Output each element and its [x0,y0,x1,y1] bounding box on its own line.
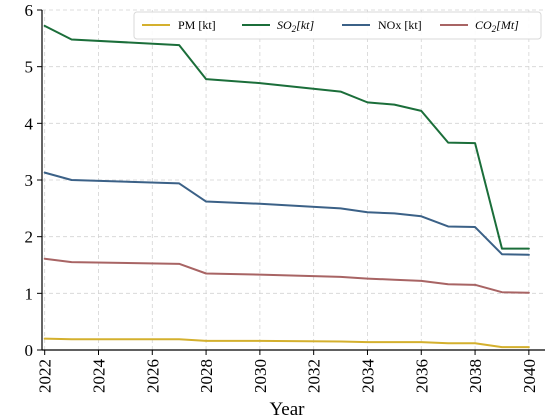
x-tick-label: 2030 [251,359,270,393]
y-tick-labels: 0 1 2 3 4 5 6 [25,1,42,360]
series-line-so2-kt [43,24,530,250]
x-tick-labels: 2022 2024 2026 2028 2030 2032 2034 2036 2038 2040 [36,350,539,393]
legend: PM [kt] SO2[kt] NOx [kt] CO2[Mt] [133,11,542,40]
series-line-pm-kt [43,337,530,349]
legend-label-co2: CO2[Mt] [475,18,519,34]
y-tick-label: 0 [25,341,34,360]
grid [42,9,545,350]
y-tick-label: 5 [25,58,34,77]
y-tick-label: 4 [25,114,34,133]
legend-frame [133,11,542,40]
x-tick-label: 2034 [358,359,377,394]
legend-so2-main: SO [277,18,292,32]
legend-so2-unit: [kt] [296,18,314,32]
legend-co2-unit: [Mt] [496,18,519,32]
series-line-nox-kt [43,171,530,256]
legend-co2-sub: 2 [492,24,497,34]
x-tick-label: 2028 [197,359,216,393]
y-tick-label: 1 [25,284,34,303]
series-line-co2-mt [43,257,530,294]
x-axis-title: Year [269,399,305,420]
x-tick-label: 2040 [520,359,539,393]
series-lines [43,24,530,349]
y-tick-label: 3 [25,171,34,190]
x-tick-label: 2036 [412,359,431,393]
legend-co2-main: CO [475,18,492,32]
legend-so2-sub: 2 [292,24,297,34]
x-tick-label: 2026 [143,359,162,393]
x-tick-label: 2032 [305,359,324,393]
legend-label-so2: SO2[kt] [277,18,315,34]
legend-label-pm: PM [kt] [178,18,216,32]
x-tick-label: 2024 [89,359,108,394]
y-tick-label: 2 [25,228,34,247]
x-tick-label: 2038 [466,359,485,393]
legend-label-nox: NOx [kt] [378,18,422,32]
x-tick-label: 2022 [36,359,55,393]
y-tick-label: 6 [25,1,34,20]
